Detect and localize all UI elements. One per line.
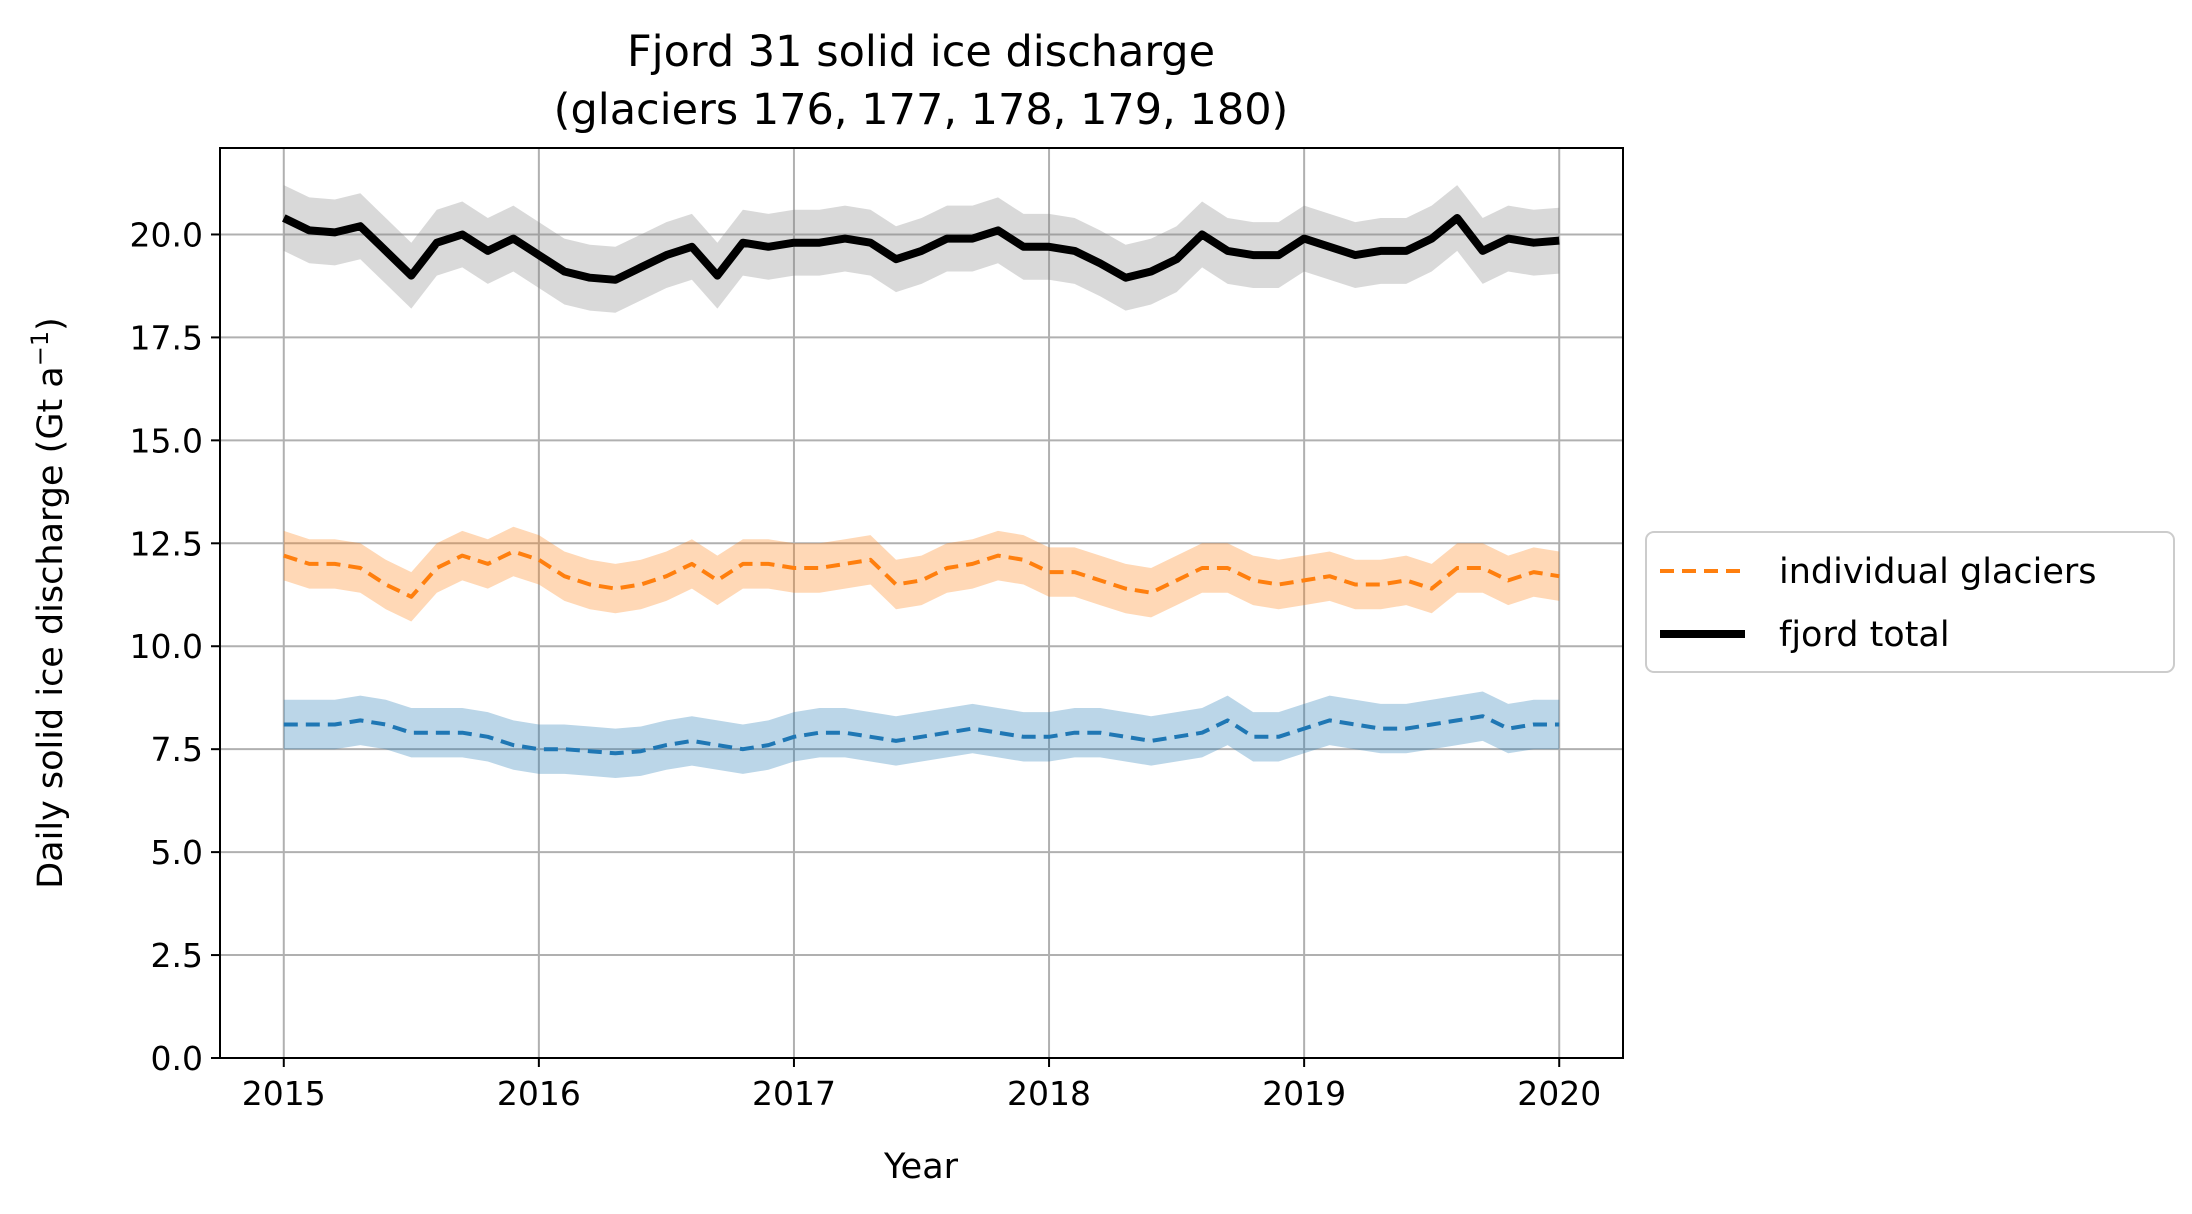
y-axis-label: Daily solid ice discharge (Gt a−1): [26, 317, 71, 889]
chart-title-line1: Fjord 31 solid ice discharge: [627, 27, 1215, 77]
x-tick-label: 2016: [497, 1074, 581, 1113]
x-axis-label: Year: [883, 1147, 959, 1187]
grid: [220, 148, 1623, 1059]
x-tick-label: 2020: [1517, 1074, 1601, 1113]
y-axis-label-end: ): [31, 317, 71, 331]
series-line-orange: [283, 549, 1560, 599]
ticks: 2015 2016 2017 2018 2019 2020 0.0 2.5 5.0 7.5 10.0…: [130, 215, 1602, 1113]
uncertainty-bands: [283, 185, 1560, 778]
y-tick-label: 15.0: [130, 421, 203, 460]
y-tick-label: 0.0: [151, 1039, 203, 1078]
x-tick-label: 2018: [1007, 1074, 1091, 1113]
y-tick-label: 2.5: [151, 936, 203, 975]
x-tick-label: 2019: [1262, 1074, 1346, 1113]
y-tick-label: 17.5: [130, 318, 203, 357]
y-axis-label-sup: −1: [26, 331, 54, 366]
y-tick-label: 10.0: [130, 627, 203, 666]
y-tick-label: 12.5: [130, 524, 203, 563]
series-band-orange: [283, 526, 1560, 622]
legend-box: [1645, 531, 2175, 673]
y-tick-label: 20.0: [130, 215, 203, 254]
series-line-total: [282, 214, 1560, 284]
chart-title-line2: (glaciers 176, 177, 178, 179, 180): [554, 85, 1289, 135]
legend-label-individual: individual glaciers: [1779, 552, 2097, 592]
plot-frame: [219, 147, 1624, 1059]
y-axis-label-main: Daily solid ice discharge (Gt a: [31, 366, 71, 889]
series-lines: [282, 214, 1560, 756]
series-line-blue: [283, 714, 1560, 756]
x-tick-label: 2017: [752, 1074, 836, 1113]
legend-label-total: fjord total: [1779, 615, 1950, 655]
y-tick-label: 5.0: [151, 833, 203, 872]
y-tick-label: 7.5: [151, 730, 203, 769]
legend: individual glaciers fjord total: [1645, 531, 2175, 673]
x-tick-label: 2015: [242, 1074, 326, 1113]
series-band-blue: [283, 691, 1560, 778]
